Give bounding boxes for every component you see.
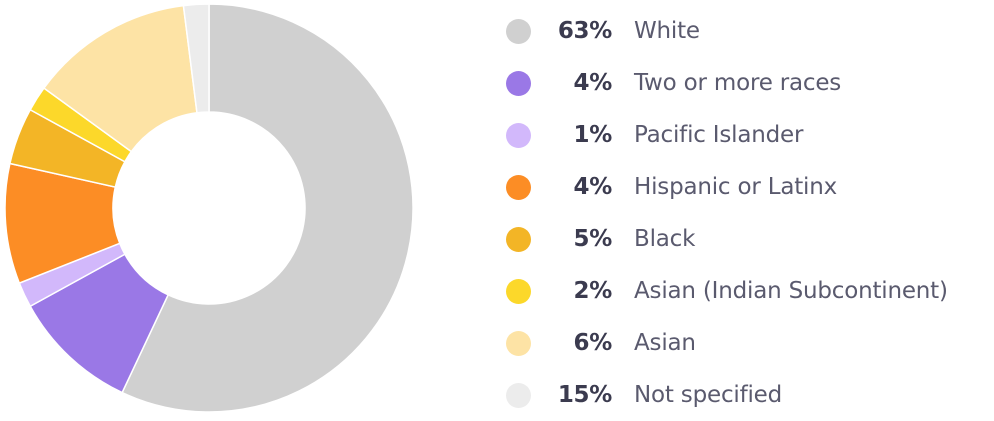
legend-swatch — [506, 330, 531, 356]
legend-swatch — [506, 70, 531, 96]
donut-chart — [4, 3, 414, 413]
legend-item: 2% Asian (Indian Subcontinent) — [506, 265, 994, 317]
legend-item: 5% Black — [506, 213, 994, 265]
legend-label: Hispanic or Latinx — [634, 174, 838, 200]
legend-label: Pacific Islander — [634, 122, 804, 148]
legend-value: 6% — [573, 330, 613, 356]
legend-value: 1% — [573, 122, 613, 148]
legend-value: 5% — [573, 226, 613, 252]
legend-label: Not specified — [634, 382, 783, 408]
legend-item: 4% Hispanic or Latinx — [506, 161, 994, 213]
legend-swatch — [506, 278, 531, 304]
legend-item: 6% Asian — [506, 317, 994, 369]
legend-value: 63% — [557, 18, 612, 44]
legend-label: Black — [634, 226, 696, 252]
chart-legend: 63% White 4% Two or more races 1% Pacifi… — [506, 5, 994, 421]
donut-slice-white — [121, 3, 414, 413]
legend-label: Two or more races — [634, 70, 842, 96]
legend-value: 4% — [573, 70, 613, 96]
legend-item: 15% Not specified — [506, 369, 994, 421]
legend-value: 15% — [557, 382, 612, 408]
donut-slice-not-specified — [182, 3, 210, 114]
legend-item: 1% Pacific Islander — [506, 109, 994, 161]
legend-item: 63% White — [506, 5, 994, 57]
legend-swatch — [506, 226, 531, 252]
legend-item: 4% Two or more races — [506, 57, 994, 109]
legend-label: Asian — [634, 330, 696, 356]
legend-swatch — [506, 382, 531, 408]
legend-swatch — [506, 18, 531, 44]
legend-value: 2% — [573, 278, 613, 304]
legend-label: Asian (Indian Subcontinent) — [634, 278, 948, 304]
legend-value: 4% — [573, 174, 613, 200]
legend-swatch — [506, 122, 531, 148]
legend-swatch — [506, 174, 531, 200]
legend-label: White — [634, 18, 700, 44]
